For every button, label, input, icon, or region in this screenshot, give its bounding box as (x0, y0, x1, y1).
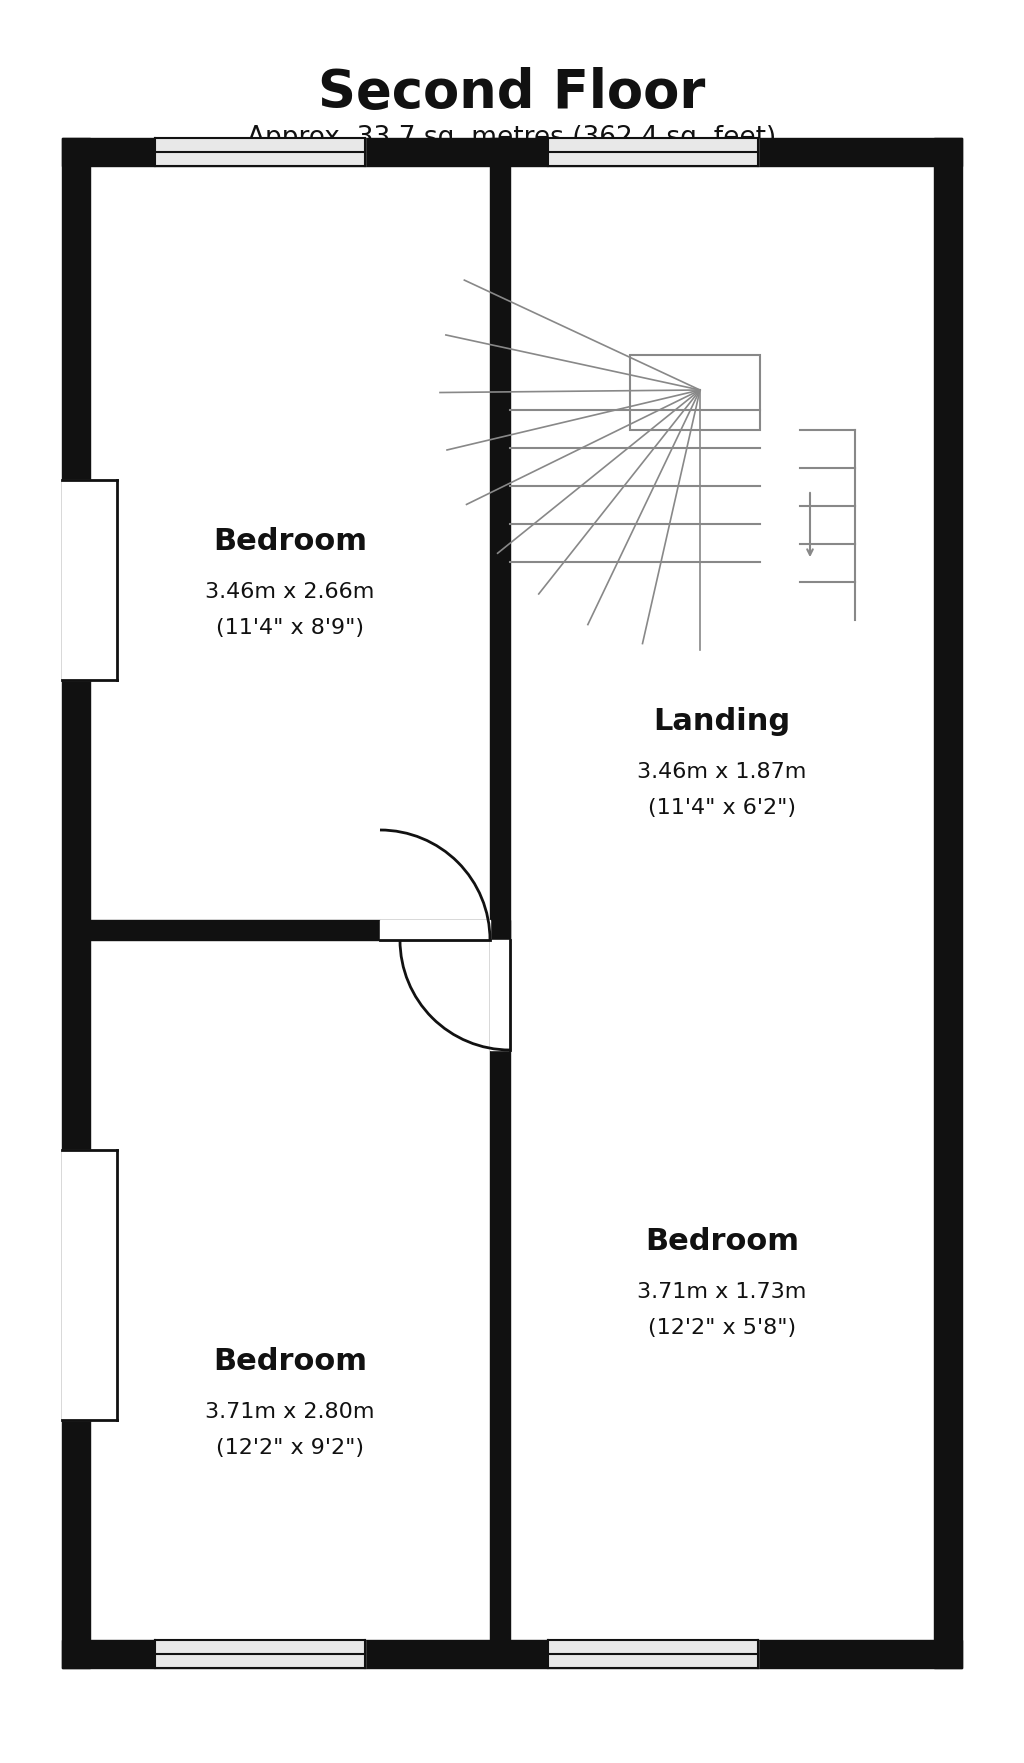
Bar (630, 354, 760, 430)
Polygon shape (548, 138, 758, 166)
Text: Approx. 33.7 sq. metres (362.4 sq. feet): Approx. 33.7 sq. metres (362.4 sq. feet) (248, 125, 776, 150)
Text: 3.71m x 1.73m: 3.71m x 1.73m (637, 1282, 807, 1303)
Text: (12'2" x 9'2"): (12'2" x 9'2") (216, 1439, 364, 1458)
Polygon shape (155, 1640, 365, 1668)
Polygon shape (934, 138, 962, 1668)
Polygon shape (62, 138, 962, 1668)
Polygon shape (62, 1640, 962, 1668)
Text: Bedroom: Bedroom (213, 1347, 367, 1377)
Polygon shape (62, 1149, 117, 1419)
Text: (11'4" x 8'9"): (11'4" x 8'9") (216, 619, 364, 638)
Text: 3.46m x 2.66m: 3.46m x 2.66m (206, 582, 375, 601)
Text: Second Floor: Second Floor (318, 67, 706, 120)
Text: 3.46m x 1.87m: 3.46m x 1.87m (637, 762, 807, 783)
Text: (12'2" x 5'8"): (12'2" x 5'8") (648, 1319, 796, 1338)
Text: Landing: Landing (653, 707, 791, 737)
Polygon shape (490, 920, 510, 1640)
Text: 3.71m x 2.80m: 3.71m x 2.80m (205, 1402, 375, 1423)
Text: Bedroom: Bedroom (645, 1227, 799, 1257)
Polygon shape (90, 920, 490, 940)
Polygon shape (62, 138, 962, 166)
Polygon shape (490, 940, 510, 1051)
Polygon shape (548, 1640, 758, 1668)
Polygon shape (490, 138, 510, 940)
Polygon shape (380, 920, 490, 940)
Polygon shape (155, 138, 365, 166)
Polygon shape (62, 480, 117, 681)
Polygon shape (62, 138, 90, 1668)
Text: Bedroom: Bedroom (213, 527, 367, 557)
Text: (11'4" x 6'2"): (11'4" x 6'2") (648, 799, 796, 818)
